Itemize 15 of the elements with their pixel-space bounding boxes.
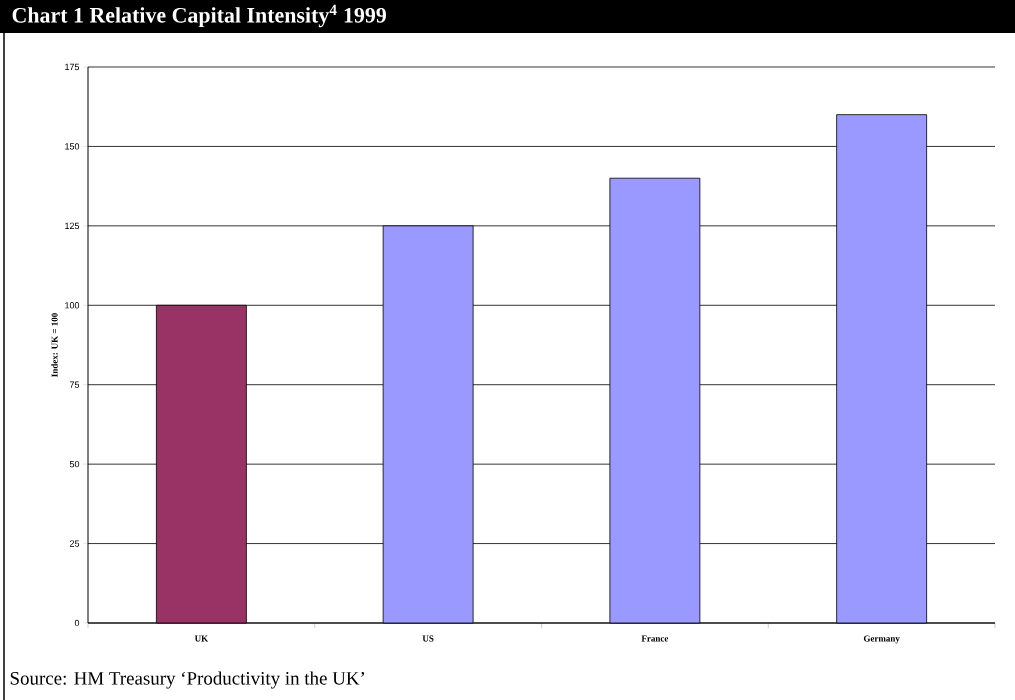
y-tick-label: 0 [74, 619, 80, 627]
x-tick-label: Germany [863, 635, 900, 644]
y-tick-label: 25 [69, 540, 80, 547]
y-tick-label: 175 [65, 63, 80, 71]
x-tick-label: US [422, 635, 434, 642]
y-tick-label: 75 [69, 381, 80, 388]
y-axis-title: Index: UK = 100 [51, 313, 58, 377]
source-note: Source: HM Treasury ‘Productivity in the UK’ [10, 671, 364, 689]
chart-title: Chart 1 Relative Capital Intensity$^{4}$ 1999 [12, 4, 386, 28]
y-tick-label: 100 [65, 302, 80, 309]
x-tick-label: France [641, 635, 669, 642]
y-tick-label: 150 [65, 143, 80, 150]
y-tick-label: 50 [69, 460, 80, 468]
y-tick-label: 125 [65, 222, 80, 230]
x-tick-label: UK [194, 635, 209, 642]
